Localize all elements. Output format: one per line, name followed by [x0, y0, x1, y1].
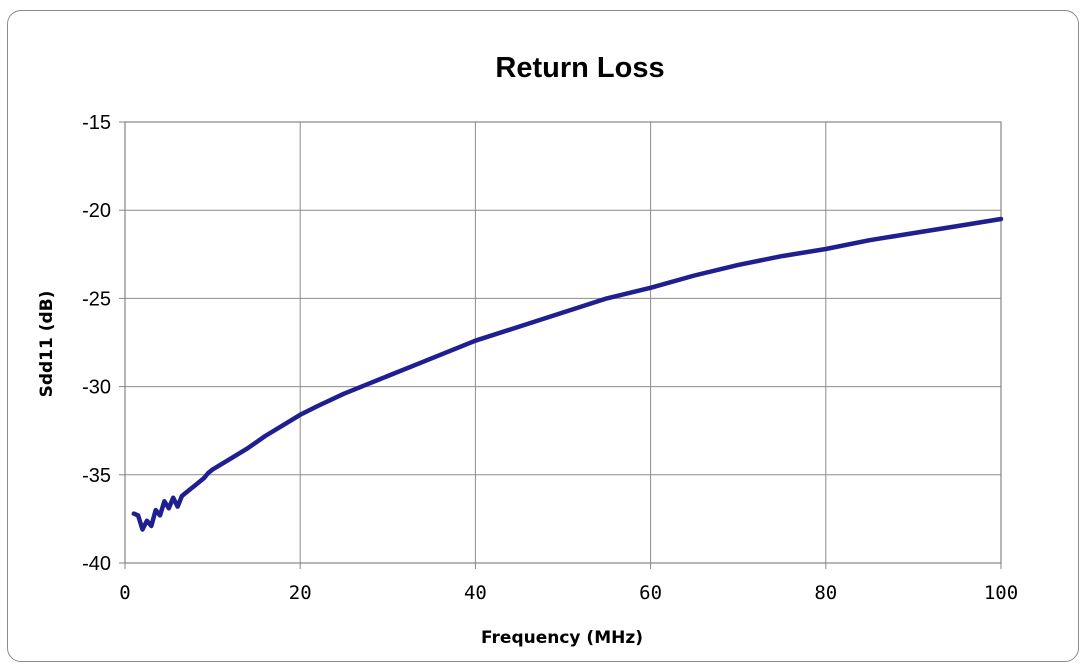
x-tick-label-3: 60	[639, 582, 662, 604]
x-tick-label-5: 100	[984, 582, 1018, 604]
chart-title: Return Loss	[495, 52, 664, 84]
x-tick-label-4: 80	[814, 582, 837, 604]
y-tick-label-5: -40	[82, 553, 111, 575]
y-tick-label-3: -30	[82, 377, 111, 399]
series-line-0	[131, 216, 1004, 532]
y-tick-label-4: -35	[82, 465, 111, 487]
y-tick-label-0: -15	[82, 112, 111, 134]
y-axis-ticks: -15 -20 -25 -30 -35 -40	[82, 112, 125, 575]
grid-lines	[124, 121, 1002, 564]
y-tick-label-1: -20	[82, 200, 111, 222]
x-axis-label: Frequency (MHz)	[481, 628, 643, 648]
x-tick-label-1: 20	[289, 582, 312, 604]
x-axis-ticks: 0 20 40 60 80 100	[119, 563, 1018, 604]
y-axis-label: Sdd11 (dB)	[37, 291, 57, 398]
chart-frame	[7, 10, 1079, 662]
x-tick-label-0: 0	[119, 582, 130, 604]
y-tick-label-2: -25	[82, 288, 111, 310]
x-tick-label-2: 40	[464, 582, 487, 604]
series-layer	[131, 216, 1004, 532]
plot-area	[124, 121, 1002, 564]
